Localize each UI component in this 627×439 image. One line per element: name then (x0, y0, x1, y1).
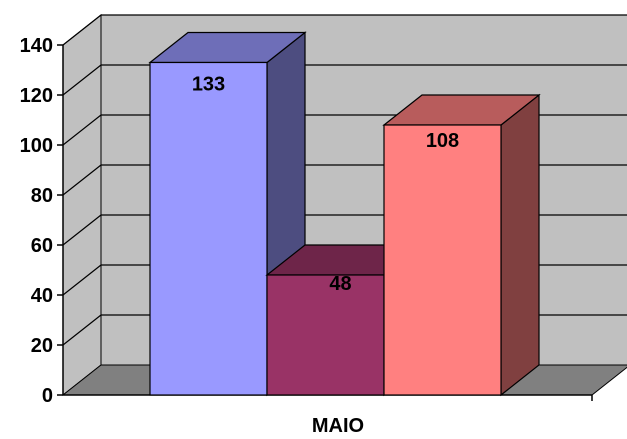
bar-front-face (266, 274, 385, 396)
y-tick-label: 40 (31, 285, 53, 307)
data-label: 108 (426, 130, 459, 152)
gridline (62, 14, 627, 46)
y-tick-label: 140 (20, 35, 53, 57)
y-tick-label: 100 (20, 135, 53, 157)
bars (148, 31, 541, 397)
bar-side-face (500, 93, 540, 397)
bar (382, 93, 541, 397)
x-category-label: MAIO (312, 415, 364, 437)
gridline (62, 64, 627, 96)
side-wall (62, 13, 102, 397)
y-tick-label: 20 (31, 335, 53, 357)
data-label: 133 (192, 74, 225, 96)
y-tick-label: 80 (31, 185, 53, 207)
y-tick-label: 120 (20, 85, 53, 107)
data-label: 48 (329, 273, 351, 295)
y-tick-label: 0 (42, 385, 53, 407)
labels: 0 20 40 60 80 100 120 140 133 48 108 MAIO (20, 35, 460, 437)
y-tick-label: 60 (31, 235, 53, 257)
bar-front-face (149, 61, 268, 396)
bar-front-face (383, 124, 502, 396)
